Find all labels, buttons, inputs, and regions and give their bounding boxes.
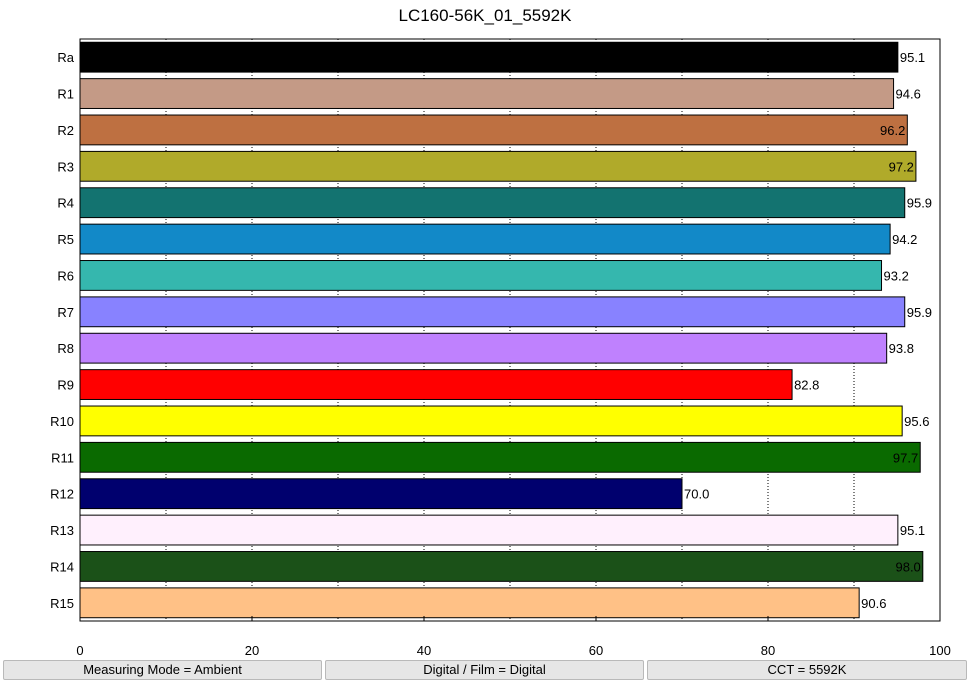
value-label: 95.1 bbox=[900, 523, 925, 538]
x-tick-label: 60 bbox=[589, 643, 603, 658]
bar-r6 bbox=[79, 260, 883, 291]
digital-film-field: Digital / Film = Digital bbox=[325, 660, 644, 680]
value-label: 96.2 bbox=[880, 123, 905, 138]
value-label: 90.6 bbox=[861, 596, 886, 611]
x-tick-label: 0 bbox=[76, 643, 83, 658]
value-label: 82.8 bbox=[794, 378, 819, 393]
bar-r12 bbox=[79, 478, 683, 510]
category-label: R1 bbox=[57, 87, 74, 102]
category-label: R10 bbox=[50, 414, 74, 429]
value-label: 95.6 bbox=[904, 414, 929, 429]
bar-r5 bbox=[79, 223, 891, 255]
bar-r2 bbox=[79, 114, 908, 146]
value-label: 95.1 bbox=[900, 50, 925, 65]
bar-r14 bbox=[79, 551, 924, 582]
value-label: 95.9 bbox=[907, 196, 932, 211]
bars bbox=[79, 41, 924, 619]
category-label: R15 bbox=[50, 596, 74, 611]
value-label: 98.0 bbox=[895, 559, 920, 574]
bar-r10 bbox=[79, 405, 903, 437]
bar-r7 bbox=[79, 296, 906, 328]
value-label: 97.2 bbox=[889, 159, 914, 174]
category-label: R2 bbox=[57, 123, 74, 138]
plot-frame bbox=[79, 38, 941, 622]
value-label: 93.8 bbox=[889, 341, 914, 356]
value-label: 93.2 bbox=[884, 268, 909, 283]
value-labels: 95.1 94.6 96.2 97.2 95.9 94.2 93.2 95.9 93.8 82.8… bbox=[684, 50, 932, 611]
bar-r3 bbox=[79, 150, 917, 182]
category-label: R9 bbox=[57, 378, 74, 393]
measuring-mode-field: Measuring Mode = Ambient bbox=[3, 660, 322, 680]
value-label: 70.0 bbox=[684, 487, 709, 502]
bar-ra bbox=[79, 41, 899, 73]
value-label: 94.6 bbox=[896, 87, 921, 102]
category-label: R6 bbox=[57, 268, 74, 283]
value-label: 94.2 bbox=[892, 232, 917, 247]
category-labels: Ra R1 R2 R3 R4 R5 R6 R7 R8 R9 R10 R11 R12 R13 R14 R15 bbox=[50, 50, 75, 611]
bar-r13 bbox=[79, 514, 899, 546]
x-axis-ticks: 0 20 40 60 80 100 bbox=[76, 616, 951, 658]
x-tick-label: 100 bbox=[929, 643, 951, 658]
x-tick-label: 20 bbox=[245, 643, 259, 658]
category-label: R5 bbox=[57, 232, 74, 247]
chart-title: LC160-56K_01_5592K bbox=[398, 6, 572, 25]
category-label: R4 bbox=[57, 196, 74, 211]
bar-r4 bbox=[79, 187, 906, 219]
bar-r9 bbox=[79, 369, 793, 400]
x-tick-label: 80 bbox=[761, 643, 775, 658]
bar-chart: Ra R1 R2 R3 R4 R5 R6 R7 R8 R9 R10 R11 R12 R13 R14 R15 9… bbox=[50, 38, 951, 658]
cct-field: CCT = 5592K bbox=[647, 660, 967, 680]
value-label: 97.7 bbox=[893, 450, 918, 465]
category-label: R11 bbox=[51, 450, 74, 465]
bar-r1 bbox=[79, 78, 895, 109]
category-label: Ra bbox=[57, 50, 74, 65]
bar-r11 bbox=[79, 441, 921, 473]
x-tick-label: 40 bbox=[417, 643, 431, 658]
value-label: 95.9 bbox=[907, 305, 932, 320]
category-label: R3 bbox=[57, 159, 74, 174]
category-label: R7 bbox=[57, 305, 74, 320]
category-label: R14 bbox=[50, 559, 74, 574]
bar-r8 bbox=[79, 332, 888, 364]
category-label: R12 bbox=[50, 487, 74, 502]
bar-r15 bbox=[79, 587, 860, 619]
category-label: R13 bbox=[50, 523, 74, 538]
category-label: R8 bbox=[57, 341, 74, 356]
status-bar: Measuring Mode = Ambient Digital / Film … bbox=[0, 659, 970, 683]
